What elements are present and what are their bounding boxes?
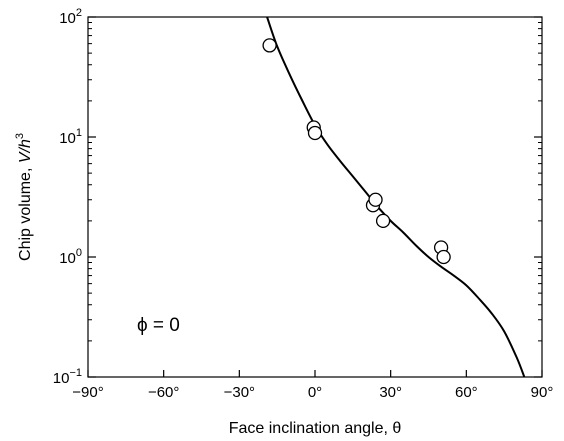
x-tick-label: 30° bbox=[379, 384, 402, 401]
y-tick-base: 10 bbox=[59, 10, 76, 27]
data-point bbox=[307, 125, 323, 141]
x-tick-label: −60° bbox=[148, 384, 179, 401]
y-tick-label: 102 bbox=[59, 7, 82, 27]
data-point bbox=[375, 213, 391, 229]
y-tick-base: 10 bbox=[59, 130, 76, 147]
phi-annotation: ϕ = 0 bbox=[137, 315, 180, 336]
y-axis-label: Chip volume, V/h3 bbox=[14, 133, 34, 261]
y-tick-exponent: −1 bbox=[69, 367, 82, 379]
data-point bbox=[436, 249, 451, 265]
y-tick-exponent: 1 bbox=[76, 127, 82, 139]
x-axis-label: Face inclination angle, θ bbox=[229, 420, 402, 437]
y-tick-label: 100 bbox=[59, 247, 82, 267]
x-tick-label: 60° bbox=[455, 384, 478, 401]
y-tick-exponent: 2 bbox=[76, 7, 82, 19]
y-tick-base: 10 bbox=[59, 250, 76, 267]
fit-curve bbox=[266, 16, 526, 378]
x-tick-label: 90° bbox=[531, 384, 554, 401]
data-point bbox=[262, 38, 277, 53]
y-axis-label-exponent: 3 bbox=[14, 133, 26, 139]
y-tick-label: 10−1 bbox=[53, 367, 82, 387]
x-tick-label: −90° bbox=[72, 384, 103, 401]
y-tick-exponent: 0 bbox=[76, 247, 82, 259]
y-axis-label-text: Chip volume, bbox=[17, 163, 34, 261]
y-axis-label-symbol: V/h bbox=[17, 139, 34, 163]
x-tick-label: 0° bbox=[308, 384, 322, 401]
y-tick-base: 10 bbox=[53, 370, 70, 387]
data-point bbox=[368, 192, 383, 207]
data-points bbox=[262, 38, 451, 265]
y-tick-label: 101 bbox=[59, 127, 82, 147]
x-tick-label: −30° bbox=[224, 384, 255, 401]
x-ticks: −90° −60° −30° 0° 30° 60° 90° bbox=[72, 370, 553, 401]
